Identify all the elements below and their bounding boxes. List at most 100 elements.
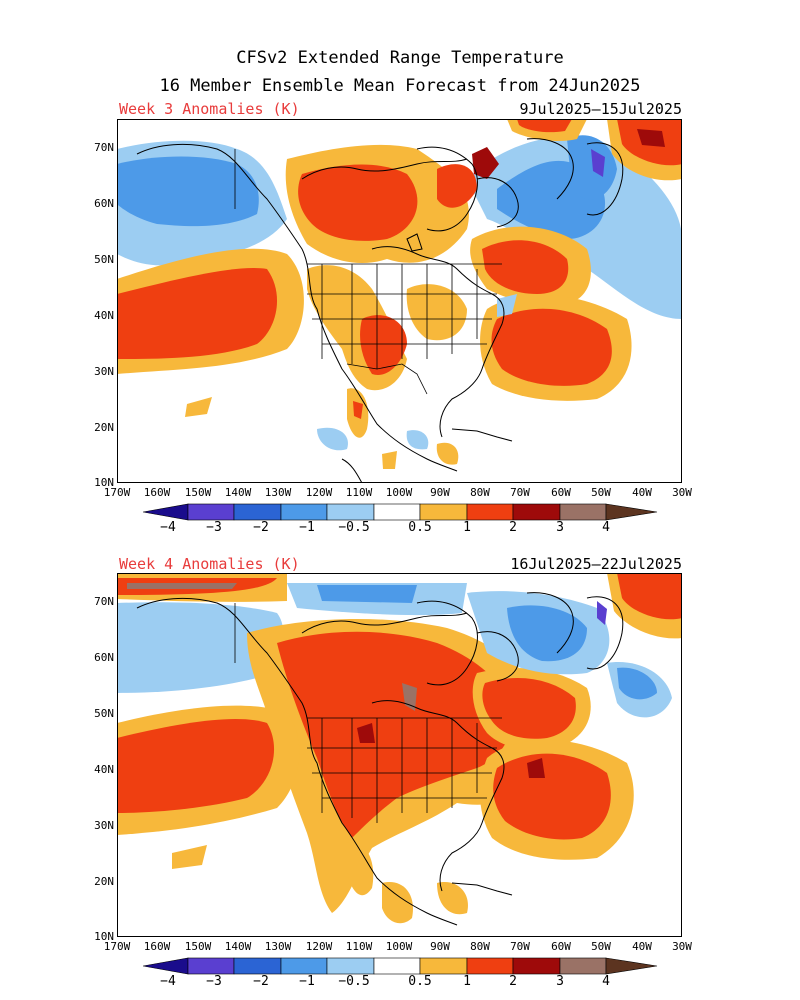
lon-label: 30W — [672, 486, 692, 499]
lat-label: 60N — [94, 651, 114, 664]
political-borders — [234, 603, 502, 823]
lon-label: 50W — [591, 940, 611, 953]
colorbar-label: −2 — [253, 520, 269, 535]
lon-label: 150W — [184, 486, 212, 499]
lon-label: 50W — [591, 486, 611, 499]
colorbar-label: −0.5 — [338, 974, 370, 989]
colorbar-cell — [326, 503, 375, 521]
lon-label: 140W — [224, 940, 252, 953]
lat-label: 20N — [94, 421, 114, 434]
lat-label: 10N — [94, 476, 114, 489]
colorbar-label: 0.5 — [408, 974, 432, 989]
colorbar-label: −3 — [206, 974, 222, 989]
anomaly-field-orange — [382, 882, 413, 924]
lat-label: 40N — [94, 309, 114, 322]
colorbar-label: −1 — [299, 974, 315, 989]
colorbar-cell — [466, 503, 514, 521]
lat-label: 50N — [94, 707, 114, 720]
colorbar-label: 2 — [509, 520, 517, 535]
week3-dates: 9Jul2025–15Jul2025 — [519, 100, 682, 118]
colorbar-cell — [143, 503, 189, 521]
week4-dates: 16Jul2025–22Jul2025 — [510, 555, 682, 573]
anomaly-field-orange — [406, 284, 467, 341]
anomaly-field-dark-red — [357, 723, 375, 743]
anomaly-field-red — [298, 164, 418, 241]
chart-title-line1: CFSv2 Extended Range Temperature — [236, 48, 564, 68]
lon-label: 140W — [224, 486, 252, 499]
lon-label: 70W — [510, 486, 530, 499]
anomaly-field-orange — [382, 451, 397, 469]
week3-label: Week 3 Anomalies (K) — [119, 100, 300, 118]
colorbar-cell — [373, 503, 421, 521]
lon-label: 130W — [264, 940, 292, 953]
lon-label: 60W — [551, 486, 571, 499]
colorbar-cell — [280, 957, 328, 975]
anomaly-field-blue — [567, 135, 617, 200]
anomaly-field-red — [617, 573, 682, 620]
colorbar-label: 1 — [463, 974, 471, 989]
anomaly-field-brown — [127, 583, 237, 589]
colorbar-cell — [187, 957, 235, 975]
anomaly-field-light-blue — [497, 294, 517, 317]
anomaly-field-orange — [172, 845, 207, 869]
lon-label: 110W — [345, 940, 373, 953]
colorbar-cell — [605, 957, 658, 975]
lon-label: 170W — [103, 486, 131, 499]
colorbar-cell — [143, 957, 189, 975]
lon-label: 150W — [184, 940, 212, 953]
lon-label: 30W — [672, 940, 692, 953]
colorbar-cell — [559, 957, 607, 975]
colorbar-label: 2 — [509, 974, 517, 989]
colorbar-cell — [326, 957, 375, 975]
anomaly-field-indigo — [597, 601, 607, 625]
lon-label: 80W — [470, 486, 490, 499]
anomaly-field-red — [482, 678, 576, 739]
lon-label: 160W — [143, 940, 171, 953]
anomaly-field-indigo — [591, 149, 605, 177]
lon-label: 120W — [305, 940, 333, 953]
colorbar-cell — [280, 503, 328, 521]
lon-label: 100W — [385, 940, 413, 953]
lon-label: 120W — [305, 486, 333, 499]
lat-label: 70N — [94, 141, 114, 154]
anomaly-field-blue — [507, 605, 587, 662]
anomaly-field-light-blue — [117, 602, 284, 693]
week4-label: Week 4 Anomalies (K) — [119, 555, 300, 573]
anomaly-field-red — [493, 753, 611, 840]
lon-label: 100W — [385, 486, 413, 499]
lat-label: 30N — [94, 819, 114, 832]
colorbar-label: 4 — [602, 974, 610, 989]
anomaly-field-light-blue — [406, 430, 429, 450]
week4-colorbar — [143, 957, 658, 975]
anomaly-field-light-blue — [317, 427, 348, 451]
colorbar-label: −1 — [299, 520, 315, 535]
anomaly-field-blue — [317, 585, 417, 603]
colorbar-label: −3 — [206, 520, 222, 535]
colorbar-label: 4 — [602, 520, 610, 535]
lon-label: 40W — [632, 486, 652, 499]
colorbar-cell — [419, 503, 468, 521]
lat-label: 10N — [94, 930, 114, 943]
anomaly-field-red — [117, 268, 278, 359]
lon-label: 110W — [345, 486, 373, 499]
lon-label: 130W — [264, 486, 292, 499]
lat-label: 30N — [94, 365, 114, 378]
chart-title-line2: 16 Member Ensemble Mean Forecast from 24… — [159, 76, 641, 96]
colorbar-cell — [512, 503, 561, 521]
lon-label: 90W — [430, 486, 450, 499]
lon-label: 80W — [470, 940, 490, 953]
colorbar-label: −4 — [160, 974, 176, 989]
colorbar-label: −4 — [160, 520, 176, 535]
colorbar-cell — [373, 957, 421, 975]
lat-label: 70N — [94, 595, 114, 608]
political-borders — [234, 149, 502, 395]
colorbar-cell — [233, 957, 282, 975]
anomaly-field-red — [482, 240, 569, 294]
lat-label: 20N — [94, 875, 114, 888]
colorbar-label: 1 — [463, 520, 471, 535]
lon-label: 170W — [103, 940, 131, 953]
week3-colorbar — [143, 503, 658, 521]
coastlines — [136, 592, 624, 926]
lon-label: 90W — [430, 940, 450, 953]
anomaly-field-blue — [617, 667, 657, 700]
